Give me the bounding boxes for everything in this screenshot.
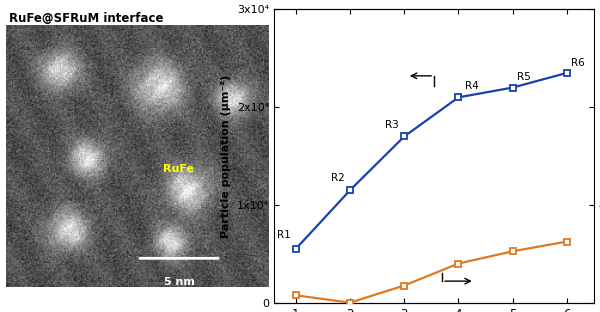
Text: RuFe: RuFe	[163, 164, 194, 174]
Text: R4: R4	[465, 81, 479, 91]
Text: R5: R5	[517, 72, 531, 82]
Text: R1: R1	[277, 230, 291, 240]
Text: R2: R2	[331, 173, 345, 183]
Y-axis label: Particle population (μm⁻²): Particle population (μm⁻²)	[221, 74, 232, 238]
Text: RuFe@SFRuM interface: RuFe@SFRuM interface	[8, 12, 163, 25]
Text: R6: R6	[571, 58, 585, 68]
Text: 5 nm: 5 nm	[164, 277, 194, 287]
Text: R3: R3	[385, 119, 399, 129]
